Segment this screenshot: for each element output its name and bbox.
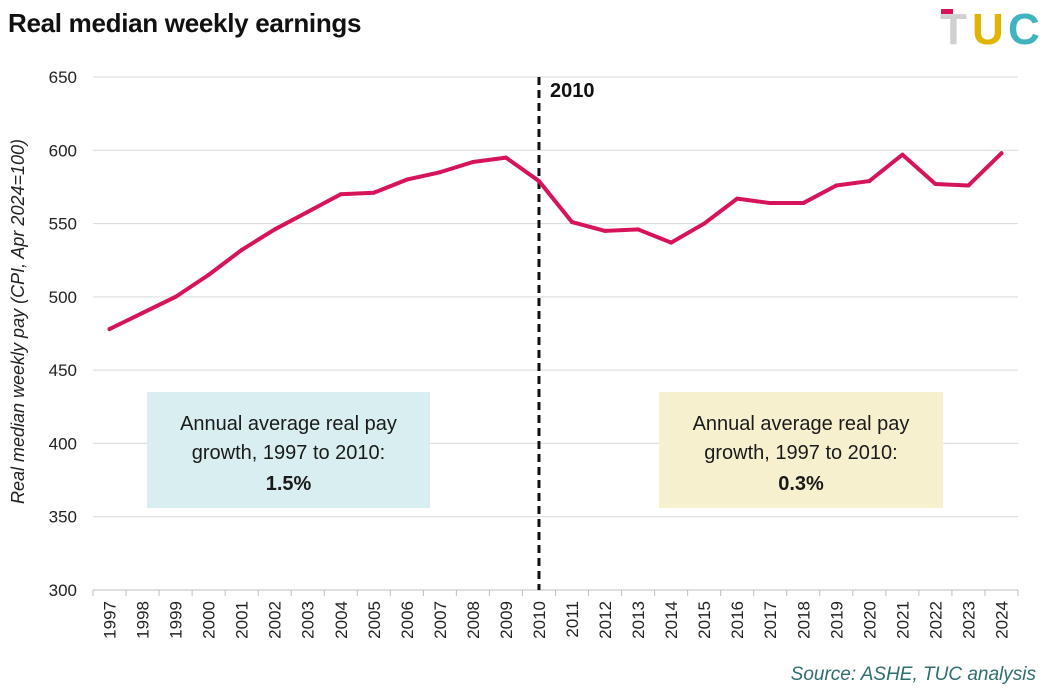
x-tick-label-2000: 2000: [200, 601, 219, 639]
data-point-2012: [603, 228, 608, 233]
x-tick-label-2003: 2003: [299, 601, 318, 639]
data-point-2010: [536, 179, 541, 184]
data-point-2003: [305, 209, 310, 214]
source-note: Source: ASHE, TUC analysis: [790, 664, 1036, 685]
x-tick-label-2023: 2023: [959, 601, 978, 639]
annotation-right-line1: Annual average real pay: [693, 413, 910, 435]
x-tick-label-2022: 2022: [926, 601, 945, 639]
data-point-1998: [140, 310, 145, 315]
annotation-box-right: [659, 392, 943, 508]
data-point-2020: [867, 179, 872, 184]
data-point-1997: [107, 327, 112, 332]
y-tick-label-550: 550: [49, 215, 77, 234]
data-point-1999: [173, 294, 178, 299]
chart-title: Real median weekly earnings: [8, 8, 362, 38]
data-point-2019: [834, 183, 839, 188]
y-tick-label-350: 350: [49, 508, 77, 527]
x-tick-label-2013: 2013: [629, 601, 648, 639]
x-tick-label-2005: 2005: [365, 601, 384, 639]
x-tick-label-2001: 2001: [233, 601, 252, 639]
x-tick-label-2012: 2012: [596, 601, 615, 639]
x-tick-label-2004: 2004: [332, 601, 351, 639]
x-tick-label-2017: 2017: [761, 601, 780, 639]
x-tick-label-2018: 2018: [794, 601, 813, 639]
annotation-left-value: 1.5%: [266, 473, 312, 495]
y-tick-label-300: 300: [49, 581, 77, 600]
data-point-2017: [768, 201, 773, 206]
x-tick-label-2011: 2011: [563, 601, 582, 638]
data-point-2014: [669, 240, 674, 245]
data-point-2024: [999, 151, 1004, 156]
x-tick-label-2020: 2020: [860, 601, 879, 639]
data-point-2004: [338, 192, 343, 197]
data-point-2016: [735, 196, 740, 201]
data-point-2001: [239, 247, 244, 252]
x-tick-label-2009: 2009: [497, 601, 516, 639]
annotation-right-value: 0.3%: [778, 473, 824, 495]
x-tick-label-2014: 2014: [662, 601, 681, 639]
x-tick-label-1998: 1998: [134, 601, 153, 639]
data-point-2013: [636, 227, 641, 232]
y-axis-label: Real median weekly pay (CPI, Apr 2024=10…: [8, 139, 28, 504]
y-tick-label-600: 600: [49, 141, 77, 160]
data-point-2000: [206, 272, 211, 277]
data-point-2005: [371, 190, 376, 195]
x-tick-label-2007: 2007: [431, 601, 450, 639]
annotation-right-line2: growth, 1997 to 2010:: [704, 442, 897, 464]
x-tick-label-2010: 2010: [530, 601, 549, 639]
data-point-2002: [272, 227, 277, 232]
annotation-left-line2: growth, 1997 to 2010:: [192, 442, 385, 464]
y-tick-label-500: 500: [49, 288, 77, 307]
annotation-left-line1: Annual average real pay: [180, 413, 397, 435]
marker-label-2010: 2010: [550, 80, 595, 102]
x-tick-label-2006: 2006: [398, 601, 417, 639]
logo-letter-u: U: [972, 5, 1004, 52]
y-tick-label-400: 400: [49, 434, 77, 453]
tuc-logo: T U C: [940, 5, 1040, 52]
x-tick-label-2016: 2016: [728, 601, 747, 639]
data-point-2021: [900, 152, 905, 157]
x-tick-label-2015: 2015: [695, 601, 714, 639]
data-point-2015: [702, 221, 707, 226]
data-point-2006: [404, 177, 409, 182]
data-point-2022: [933, 181, 938, 186]
series-line: [107, 151, 1004, 332]
data-point-2009: [503, 155, 508, 160]
y-tick-label-450: 450: [49, 361, 77, 380]
data-point-2007: [437, 170, 442, 175]
y-tick-label-650: 650: [49, 68, 77, 87]
annotation-box-left: [147, 392, 430, 508]
x-tick-label-1997: 1997: [101, 601, 120, 639]
x-tick-label-1999: 1999: [167, 601, 186, 639]
logo-letter-c: C: [1008, 5, 1040, 52]
x-tick-label-2002: 2002: [266, 601, 285, 639]
data-point-2008: [470, 160, 475, 165]
x-tick-label-2008: 2008: [464, 601, 483, 639]
data-point-2023: [966, 183, 971, 188]
x-tick-label-2024: 2024: [992, 601, 1011, 639]
logo-accent: [941, 9, 953, 14]
x-tick-label-2021: 2021: [893, 601, 912, 639]
data-point-2011: [570, 220, 575, 225]
x-tick-label-2019: 2019: [827, 601, 846, 639]
data-point-2018: [801, 201, 806, 206]
